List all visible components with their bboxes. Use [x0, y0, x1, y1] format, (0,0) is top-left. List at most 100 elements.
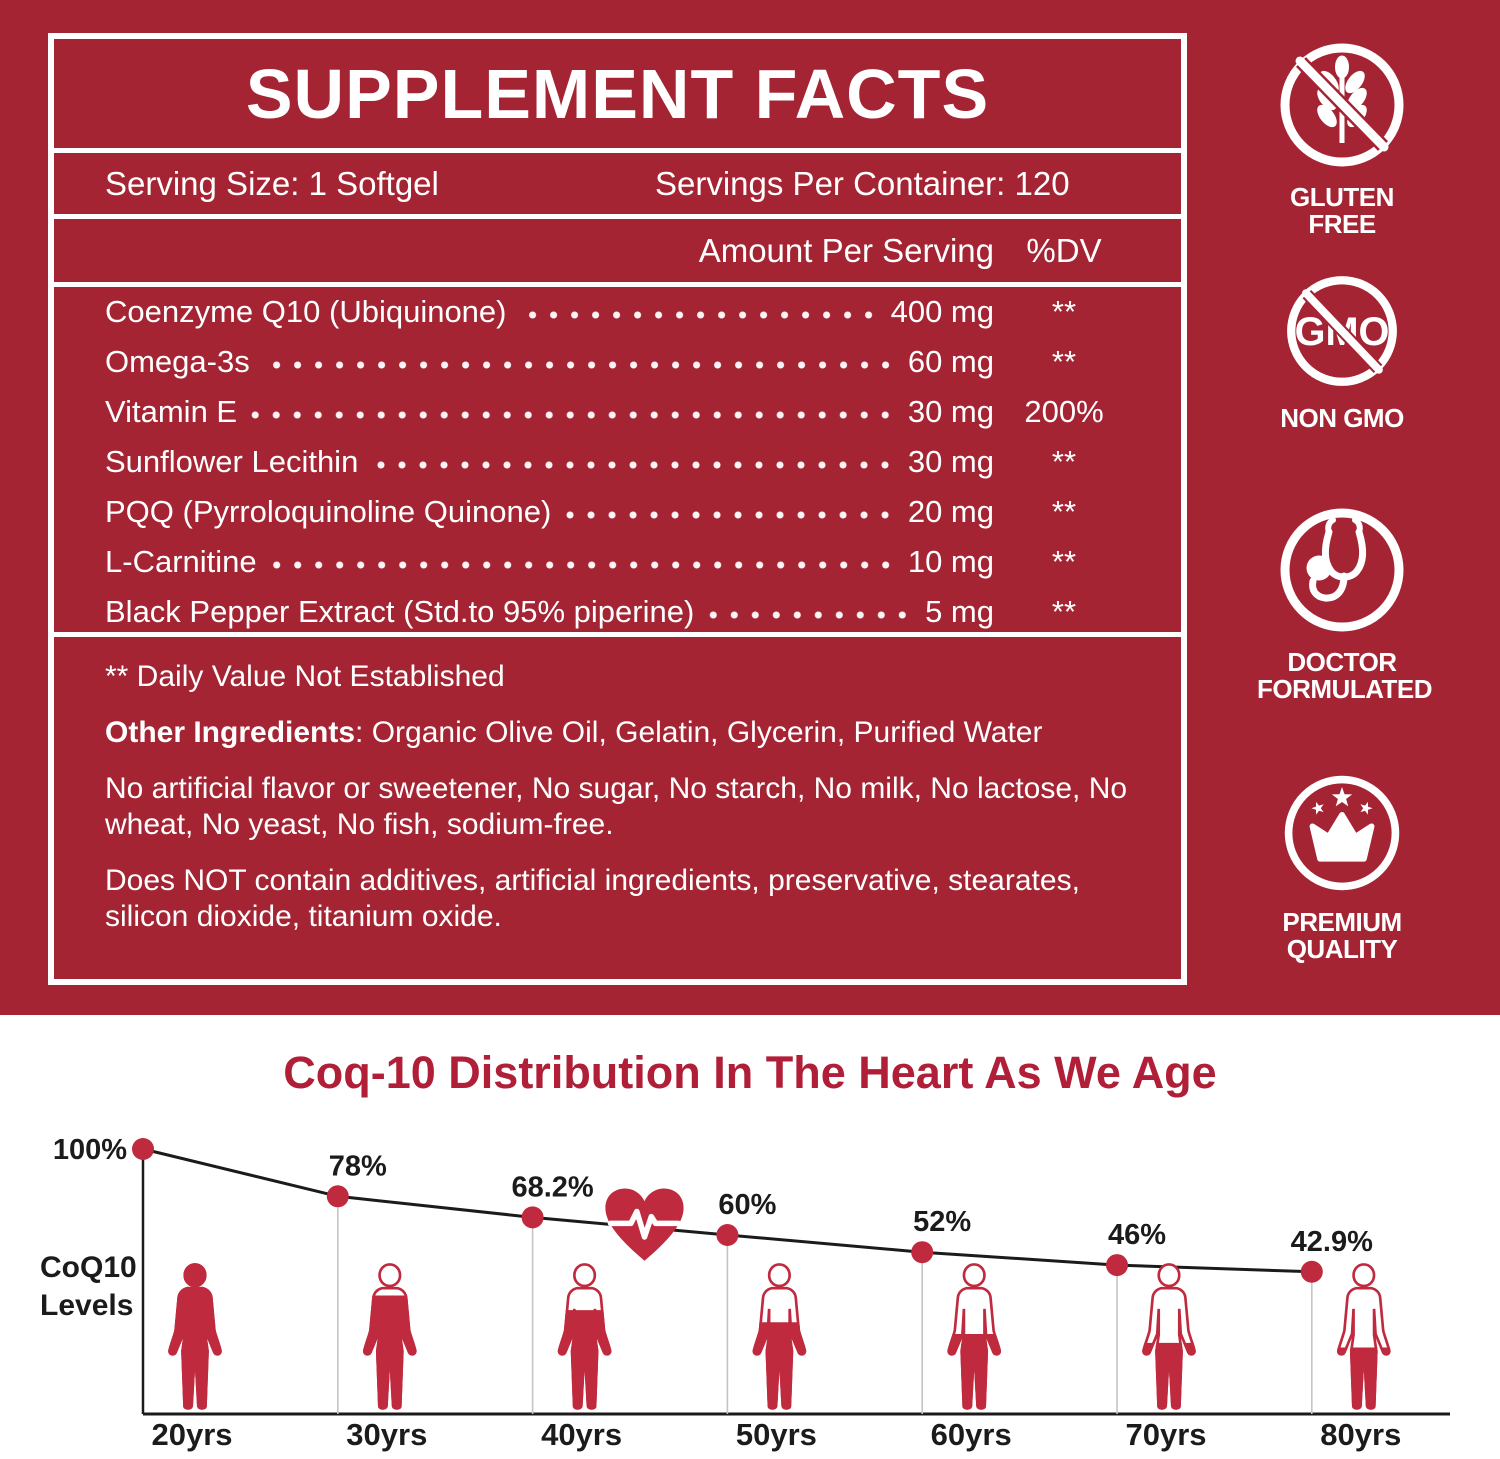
age-label: 60yrs [931, 1417, 1012, 1452]
ingredient-dv: ** [1051, 344, 1077, 379]
dotted-leader [520, 310, 879, 320]
no-allergens-note: No artificial flavor or sweetener, No su… [105, 772, 1128, 841]
ingredient-dv: ** [1051, 594, 1077, 629]
age-label: 40yrs [541, 1417, 622, 1452]
daily-value-footnote: ** Daily Value Not Established [105, 660, 505, 693]
badge-label: GLUTEN FREE [1290, 182, 1394, 239]
ingredient-row: Coenzyme Q10 (Ubiquinone) 400 mg ** [54, 287, 1181, 337]
chart-dot [716, 1224, 739, 1246]
ingredient-name: Omega-3s [105, 344, 250, 379]
coq10-age-chart: 100% 78% 68.2% 60% 52% 46% 42.9% 20yrs 30yrs 40yr… [40, 1134, 1450, 1452]
age-label: 50yrs [736, 1417, 817, 1452]
person-figure-outline [1336, 1263, 1391, 1410]
person-figure-fill [168, 1263, 222, 1410]
amount-header-row: Amount Per Serving %DV [54, 214, 1181, 282]
amount-per-serving-header: Amount Per Serving [698, 231, 994, 269]
serving-row: Serving Size: 1 Softgel Servings Per Con… [54, 148, 1181, 214]
other-ingredients-line: Other Ingredients: Organic Olive Oil, Ge… [105, 715, 1153, 751]
chart-panel: Coq-10 Distribution In The Heart As We A… [0, 1015, 1500, 1459]
stethoscope-icon [1280, 508, 1404, 632]
chart-dot [521, 1206, 544, 1229]
supplement-facts-box: SUPPLEMENT FACTS Serving Size: 1 Softgel… [48, 33, 1187, 985]
chart-dot [911, 1241, 934, 1264]
ingredient-amount: 30 mg [907, 444, 994, 479]
dotted-leader [270, 560, 896, 570]
dotted-leader [708, 610, 914, 620]
heart-shape [605, 1188, 684, 1261]
ingredient-dv: ** [1051, 444, 1077, 479]
dotted-leader [565, 510, 896, 520]
dv-header: %DV [1026, 231, 1102, 269]
ingredient-name: Sunflower Lecithin [105, 444, 359, 479]
ingredients-table: Coenzyme Q10 (Ubiquinone) 400 mg ** Omeg… [54, 282, 1181, 632]
badge-non-gmo: GMO NON GMO [1257, 271, 1427, 432]
other-ingredients-text: : Organic Olive Oil, Gelatin, Glycerin, … [355, 716, 1043, 749]
label-panel: SUPPLEMENT FACTS Serving Size: 1 Softgel… [0, 0, 1500, 1015]
age-label: 70yrs [1125, 1417, 1206, 1452]
age-label: 20yrs [151, 1417, 232, 1452]
point-value-label: 68.2% [511, 1171, 593, 1203]
ingredient-dv: ** [1051, 544, 1077, 579]
dotted-leader [372, 460, 896, 470]
chart-dot [1300, 1260, 1323, 1283]
badge-label: NON GMO [1280, 403, 1404, 433]
person-shape-use [1142, 1263, 1196, 1410]
ingredient-row: Sunflower Lecithin 30 mg ** [54, 437, 1181, 487]
notes-section: ** Daily Value Not Established Other Ing… [54, 632, 1181, 959]
ingredient-name: Vitamin E [105, 394, 238, 429]
ingredient-row: PQQ (Pyrroloquinoline Quinone) 20 mg ** [54, 487, 1181, 537]
ingredient-name: PQQ (Pyrroloquinoline Quinone) [105, 494, 552, 529]
ingredient-amount: 10 mg [907, 544, 994, 579]
dotted-leader [251, 410, 896, 420]
badge-doctor-formulated: DOCTOR FORMULATED [1257, 505, 1433, 704]
ingredient-row: L-Carnitine 10 mg ** [54, 537, 1181, 587]
ingredient-amount: 60 mg [907, 344, 994, 379]
ingredient-row: Vitamin E 30 mg 200% [54, 387, 1181, 437]
ingredient-name: Coenzyme Q10 (Ubiquinone) [105, 294, 507, 329]
person-shape-use [168, 1263, 222, 1410]
ingredient-amount: 20 mg [907, 494, 994, 529]
chart-dot [1106, 1254, 1128, 1277]
ingredient-amount: 5 mg [925, 594, 994, 629]
point-value-label: 46% [1108, 1219, 1166, 1251]
age-label: 30yrs [346, 1417, 427, 1452]
point-value-label: 60% [718, 1189, 776, 1221]
gmo-crossed-icon: GMO [1287, 276, 1397, 386]
chart-dot [326, 1185, 349, 1208]
ingredient-row: Omega-3s 60 mg ** [54, 337, 1181, 387]
point-value-label: 78% [329, 1150, 387, 1182]
ekg-line [607, 1208, 682, 1240]
person-shape-use [1336, 1263, 1391, 1410]
facts-title: SUPPLEMENT FACTS [245, 54, 990, 133]
chart-title: Coq-10 Distribution In The Heart As We A… [283, 1047, 1217, 1098]
heart-ekg-icon [605, 1188, 684, 1261]
ingredient-amount: 30 mg [907, 394, 994, 429]
age-label: 80yrs [1320, 1417, 1401, 1452]
dotted-leader [263, 360, 896, 370]
badge-label: DOCTOR FORMULATED [1257, 647, 1433, 704]
point-value-label: 42.9% [1291, 1226, 1373, 1258]
chart-dot [132, 1138, 154, 1160]
serving-size: Serving Size: 1 Softgel [105, 164, 439, 202]
facts-title-section: SUPPLEMENT FACTS [54, 39, 1181, 148]
badge-gluten-free: GLUTEN FREE [1257, 40, 1427, 238]
ingredient-dv: ** [1051, 494, 1077, 529]
badge-label: PREMIUM QUALITY [1282, 907, 1402, 964]
ingredient-row: Black Pepper Extract (Std.to 95% piperin… [54, 587, 1181, 637]
ingredient-name: L-Carnitine [105, 544, 257, 579]
wheat-crossed-icon [1280, 43, 1404, 167]
ingredient-amount: 400 mg [890, 294, 994, 329]
ingredient-dv: 200% [1024, 394, 1104, 429]
servings-per-container: Servings Per Container: 120 [655, 164, 1070, 202]
point-value-label: 100% [53, 1134, 127, 1166]
no-additives-note: Does NOT contain additives, artificial i… [105, 864, 1080, 933]
y-axis-label: Levels [40, 1289, 133, 1322]
person-figure-outline [1142, 1263, 1196, 1410]
y-axis-label: CoQ10 [40, 1251, 137, 1284]
ingredient-dv: ** [1051, 294, 1077, 329]
point-value-label: 52% [913, 1206, 971, 1238]
badge-premium-quality: PREMIUM QUALITY [1257, 771, 1427, 963]
crown-stars-icon [1284, 775, 1400, 891]
ingredient-name: Black Pepper Extract (Std.to 95% piperin… [105, 594, 695, 629]
